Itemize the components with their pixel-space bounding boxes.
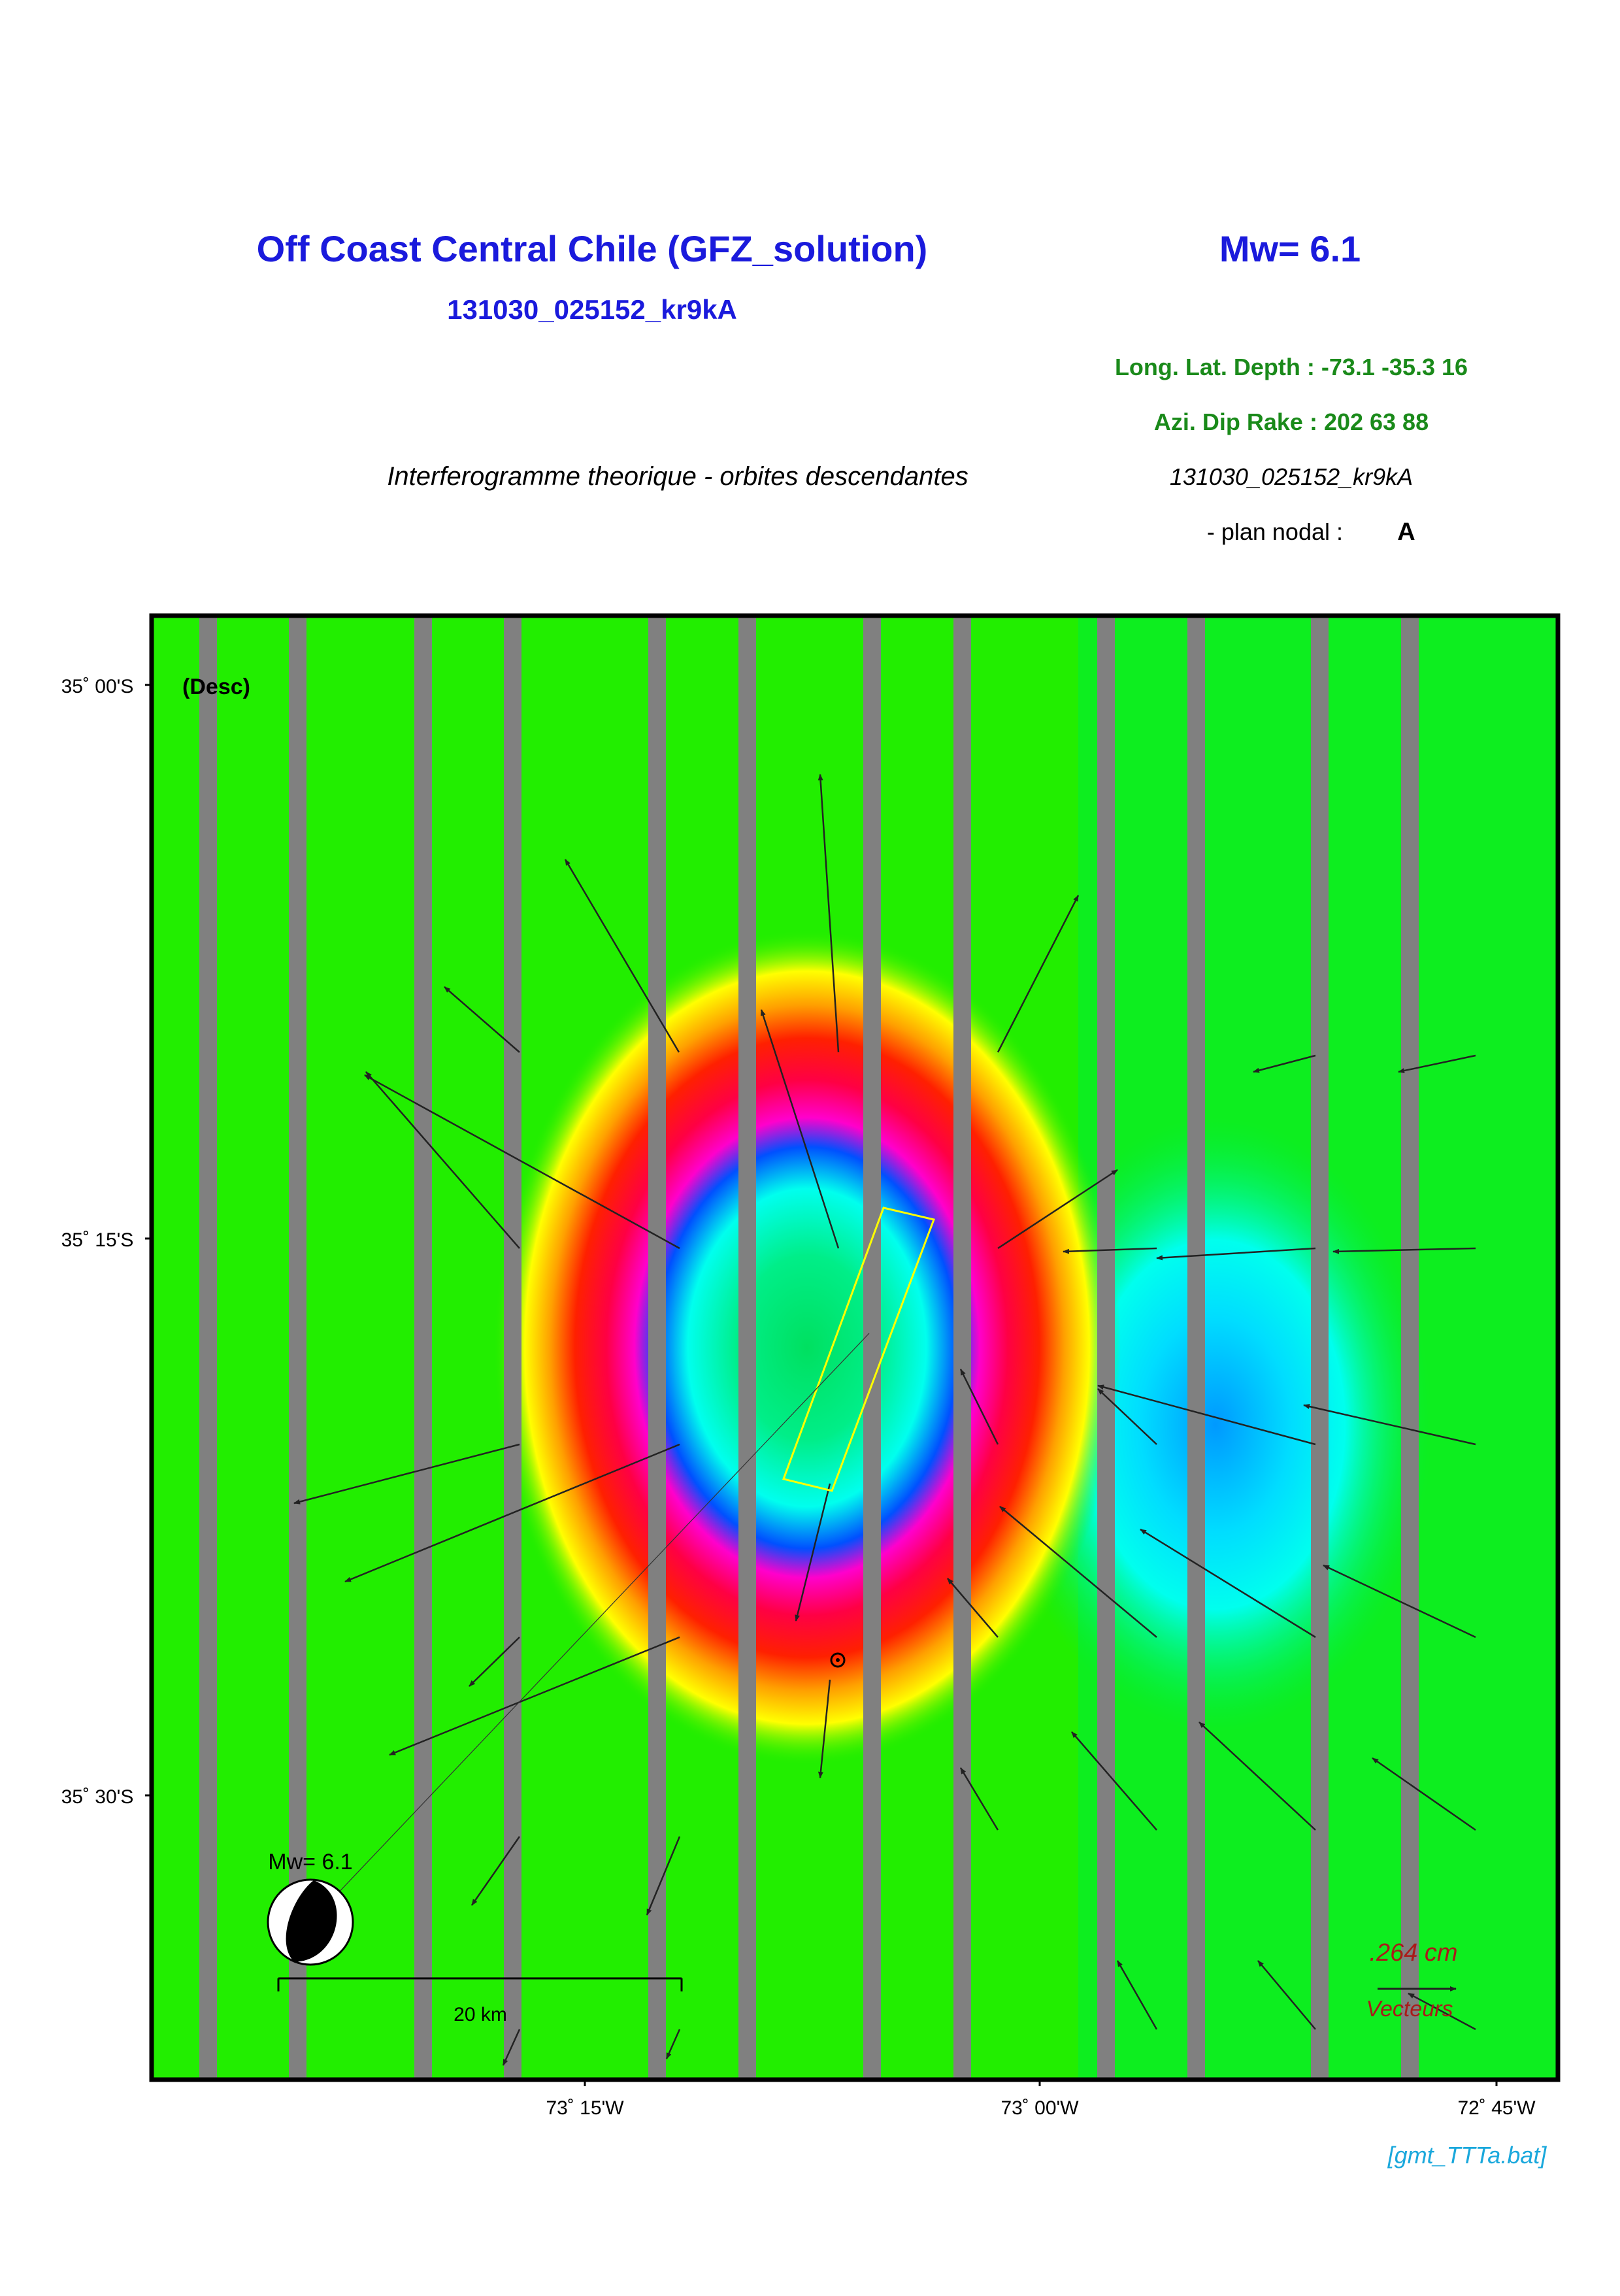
lat-label: 35˚ 30'S	[61, 1786, 134, 1808]
epicenter-dot	[836, 1658, 840, 1662]
interferogram	[152, 616, 1558, 2080]
vector-scale: .264 cm	[1369, 1939, 1457, 1967]
nodal-plane: A	[1397, 518, 1415, 546]
lat-label: 35˚ 15'S	[61, 1229, 134, 1251]
event-id: 131030_025152_kr9kA	[447, 294, 737, 325]
beachball-label: Mw= 6.1	[268, 1850, 352, 1874]
frame-ticks	[145, 684, 1498, 2086]
subtitle: Interferogramme theorique - orbites desc…	[387, 462, 968, 491]
script-name: [gmt_TTTa.bat]	[1387, 2142, 1547, 2169]
mechanism-line: Azi. Dip Rake : 202 63 88	[1154, 408, 1429, 435]
lon-label: 72˚ 45'W	[1457, 2097, 1536, 2119]
lon-label: 73˚ 00'W	[1000, 2097, 1079, 2119]
displacement-vectors	[293, 774, 1476, 2066]
event-id-italic: 131030_025152_kr9kA	[1170, 463, 1413, 490]
gaps	[199, 616, 1419, 2080]
orbit-label: (Desc)	[182, 674, 250, 699]
beachball	[267, 1878, 354, 1966]
subsidence-lobe	[493, 929, 1121, 1766]
map-frame	[149, 613, 1561, 2082]
title: Off Coast Central Chile (GFZ_solution)	[257, 228, 928, 269]
vector-label: Vecteurs	[1366, 1997, 1453, 2021]
lon-label: 73˚ 15'W	[546, 2097, 624, 2119]
magnitude: Mw= 6.1	[1219, 228, 1361, 269]
scale-bar	[277, 1977, 683, 1991]
scale-bar-label: 20 km	[454, 2004, 507, 2025]
location-line: Long. Lat. Depth : -73.1 -35.3 16	[1115, 354, 1468, 380]
epicenter	[830, 1652, 846, 1668]
nodal-plane-label: - plan nodal :	[1207, 518, 1343, 545]
lat-label: 35˚ 00'S	[61, 676, 134, 697]
leader-line	[310, 1333, 870, 1923]
